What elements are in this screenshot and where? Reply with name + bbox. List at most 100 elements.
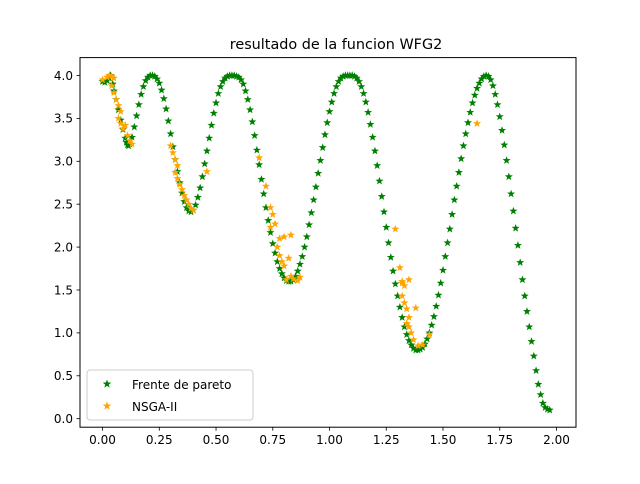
frente-de-pareto-point [264, 216, 273, 224]
nsga-ii-point [425, 330, 434, 338]
frente-de-pareto-point [162, 104, 171, 113]
nsga-ii-point [116, 119, 125, 127]
frente-de-pareto-point [414, 345, 423, 354]
nsga-ii-point [261, 181, 270, 190]
frente-de-pareto-point [393, 291, 402, 300]
frente-de-pareto-point [237, 75, 245, 84]
frente-de-pareto-point [477, 74, 486, 83]
frente-de-pareto-point [448, 210, 457, 218]
nsga-ii-point [280, 232, 289, 241]
frente-de-pareto-point [366, 120, 375, 128]
frente-de-pareto-point [498, 126, 507, 134]
frente-de-pareto-point [307, 208, 316, 217]
frente-de-pareto-point [504, 172, 513, 181]
nsga-ii-point [189, 205, 198, 214]
nsga-ii-point [407, 328, 416, 337]
frente-de-pareto-point [523, 307, 531, 315]
x-tick-label: 0.50 [203, 433, 230, 447]
frente-de-pareto-point [377, 192, 386, 200]
frente-de-pareto-point [214, 89, 223, 97]
frente-de-pareto-point [357, 82, 366, 91]
nsga-ii-point [123, 131, 132, 139]
nsga-ii-point [473, 119, 482, 127]
nsga-ii-point [128, 139, 137, 148]
frente-de-pareto-point [404, 336, 413, 344]
frente-de-pareto-point [534, 380, 543, 388]
frente-de-pareto-point [318, 143, 327, 151]
frente-de-pareto-point [370, 146, 379, 155]
nsga-ii-point [286, 230, 295, 239]
y-tick-label: 1.5 [54, 283, 73, 297]
x-tick-label: 1.25 [373, 433, 400, 447]
frente-de-pareto-point [509, 206, 518, 215]
legend-marker-frente-de-pareto [102, 379, 112, 388]
frente-de-pareto-point [529, 351, 538, 360]
nsga-ii-point [398, 291, 407, 300]
frente-de-pareto-point [541, 403, 550, 411]
nsga-ii-point [266, 203, 275, 212]
frente-de-pareto-point [187, 207, 196, 216]
nsga-ii-point [411, 303, 420, 312]
frente-de-pareto-point [150, 72, 159, 80]
nsga-ii-point [275, 234, 284, 242]
frente-de-pareto-point [373, 161, 382, 169]
frente-de-pareto-point [386, 253, 395, 261]
x-tick-label: 1.75 [486, 433, 513, 447]
x-tick-label: 0.00 [89, 433, 116, 447]
frente-de-pareto-point [502, 156, 511, 164]
frente-de-pareto-point [443, 238, 452, 247]
frente-de-pareto-point [538, 399, 547, 407]
frente-de-pareto-point [241, 86, 250, 95]
frente-de-pareto-point [409, 344, 418, 352]
nsga-ii-point [125, 136, 134, 145]
frente-de-pareto-point [402, 330, 411, 338]
nsga-ii-point [112, 95, 121, 103]
frente-de-pareto-point [436, 278, 445, 287]
frente-de-pareto-point [434, 290, 443, 299]
frente-de-pareto-point [257, 175, 266, 183]
frente-de-pareto-point [309, 195, 318, 204]
frente-de-pareto-point [395, 302, 404, 311]
frente-de-pareto-point [500, 140, 509, 149]
frente-de-pareto-point [108, 79, 117, 88]
frente-de-pareto-point [143, 73, 152, 81]
frente-de-pareto-point [166, 129, 175, 138]
frente-de-pareto-point [305, 220, 314, 229]
frente-de-pareto-point [177, 188, 186, 197]
frente-de-pareto-point [164, 116, 173, 125]
x-tick-label: 1.00 [316, 433, 343, 447]
frente-de-pareto-point [273, 257, 282, 266]
frente-de-pareto-point [320, 130, 329, 139]
y-tick-label: 4.0 [54, 69, 73, 83]
frente-de-pareto-point [266, 228, 275, 236]
nsga-ii-point [273, 242, 282, 251]
x-tick-label: 2.00 [543, 433, 570, 447]
frente-de-pareto-point [180, 197, 189, 206]
nsga-ii-point [171, 155, 180, 163]
nsga-ii-point [177, 185, 186, 193]
frente-de-pareto-point [314, 169, 323, 177]
nsga-ii-point [400, 281, 409, 290]
x-axis-ticks: 0.00 0.25 0.50 0.75 1.00 1.25 1.50 1.75 2.00 [89, 427, 570, 447]
frente-de-pareto-point [375, 176, 384, 185]
frente-de-pareto-point [336, 73, 345, 82]
frente-de-pareto-point [389, 266, 398, 275]
frente-de-pareto-point [327, 97, 336, 106]
frente-de-pareto-point [368, 133, 377, 141]
frente-de-pareto-point [407, 340, 416, 349]
frente-de-pareto-point [513, 241, 522, 249]
nsga-ii-point [418, 340, 427, 349]
frente-de-pareto-point [527, 337, 536, 345]
nsga-ii-point [404, 322, 413, 331]
frente-de-pareto-point [475, 79, 484, 87]
frente-de-pareto-point [398, 313, 407, 321]
frente-de-pareto-point [275, 264, 284, 272]
nsga-ii-point [255, 153, 264, 162]
nsga-ii-point [98, 75, 107, 84]
nsga-ii-point [414, 341, 423, 350]
frente-de-pareto-point [507, 189, 516, 198]
frente-de-pareto-point [330, 89, 339, 97]
frente-de-pareto-point [216, 82, 225, 91]
frente-de-pareto-point [153, 74, 162, 83]
